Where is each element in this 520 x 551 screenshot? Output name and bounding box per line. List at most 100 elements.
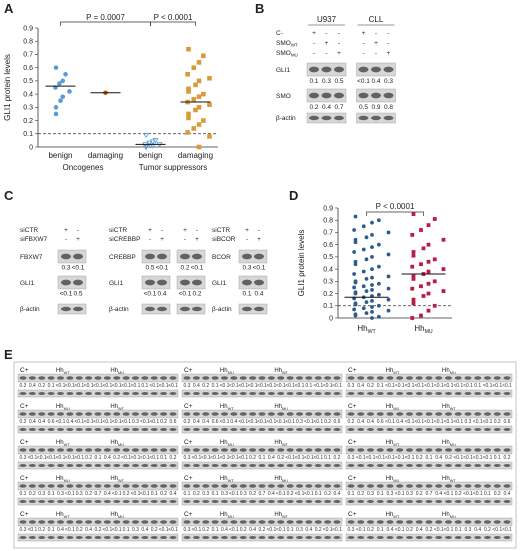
blot-band: [277, 392, 285, 395]
data-point: [146, 140, 153, 147]
row-label: SMOWT: [276, 40, 298, 48]
band-value: 0.1: [20, 491, 27, 497]
blot-band: [183, 376, 191, 380]
blot-band: [286, 428, 294, 431]
blot-band: [169, 484, 177, 488]
blot-band: [47, 412, 55, 416]
blot-band: [132, 392, 139, 395]
blot-band: [415, 464, 423, 467]
band-value: 0.1: [259, 455, 266, 461]
data-point: [196, 105, 202, 110]
blot-band: [376, 392, 384, 395]
blot-strip: [176, 303, 206, 315]
blot-band: [47, 428, 55, 431]
row-mark: -: [362, 50, 364, 57]
band-value: 0.2: [20, 419, 27, 425]
band-value: 0.5: [359, 104, 368, 111]
data-point: [207, 134, 212, 139]
panel-letter-b: B: [255, 1, 264, 16]
band-value: <0.1: [276, 419, 286, 425]
blot-band: [19, 484, 27, 488]
group-label: HhWT: [386, 368, 400, 375]
blot-band: [396, 428, 404, 431]
blot-band: [192, 306, 202, 312]
blot-band: [85, 448, 93, 452]
band-value: <0.1: [112, 383, 122, 389]
blot-band: [415, 428, 423, 431]
data-point: [57, 81, 62, 86]
blot-band: [314, 536, 322, 539]
blot-band: [334, 92, 344, 99]
blot-band: [132, 536, 139, 539]
blot-band: [305, 536, 313, 539]
blot-band: [493, 520, 501, 524]
band-label: GLI1: [276, 67, 290, 74]
row-mark: -: [313, 40, 315, 47]
blot-band: [66, 500, 74, 503]
blot-band: [122, 448, 130, 452]
x-category-label: damaging: [88, 151, 123, 160]
blot-band: [425, 412, 433, 416]
row-mark: +: [148, 227, 152, 234]
blot-band: [267, 484, 275, 488]
row-mark: +: [387, 50, 391, 57]
band-value: 0.2: [38, 527, 45, 533]
band-value: 0.1: [212, 383, 219, 389]
data-point: [60, 78, 66, 84]
band-value: 0.4: [38, 419, 45, 425]
blot-band: [464, 428, 472, 431]
blot-band: [28, 464, 36, 467]
blot-band: [94, 536, 102, 539]
blot-band: [75, 520, 83, 524]
row-label: siCTR: [20, 227, 38, 234]
band-value: <0.1: [37, 455, 47, 461]
group-label: HhMU: [56, 476, 70, 483]
band-value: <0.1: [27, 455, 37, 461]
blot-band: [296, 520, 303, 524]
row-mark: -: [387, 40, 389, 47]
data-point: [370, 245, 374, 250]
blot-band: [314, 428, 322, 431]
blot-band: [484, 484, 491, 488]
data-point: [376, 303, 381, 308]
blot-band: [493, 448, 501, 452]
band-value: 0.1: [212, 491, 219, 497]
blot-band: [474, 484, 482, 488]
blot-band: [503, 520, 511, 524]
blot-band: [277, 464, 285, 467]
band-value: 0.4: [334, 491, 341, 497]
group-label: CLL: [369, 15, 384, 24]
band-value: 0.1: [377, 491, 384, 497]
blot-band: [103, 536, 111, 539]
blot-band: [333, 376, 341, 380]
data-point: [364, 276, 369, 281]
blot-strip: [176, 249, 206, 264]
blot-band: [28, 392, 36, 395]
band-value: <0.1: [248, 383, 258, 389]
blot-band: [75, 392, 83, 395]
blot-band: [202, 484, 210, 488]
positive-control-label: C+: [184, 475, 193, 482]
blot-band: [493, 428, 501, 431]
band-value: <0.1: [144, 291, 157, 298]
band-value: 0.7: [334, 104, 343, 111]
blot-band: [357, 428, 365, 431]
row-mark: +: [374, 40, 378, 47]
blot-band: [367, 448, 374, 452]
blot-band: [396, 520, 404, 524]
blot-band: [38, 376, 46, 380]
blot-band: [202, 412, 210, 416]
data-point: [364, 300, 369, 305]
band-label: GLI1: [212, 280, 226, 287]
blot-band: [75, 536, 83, 539]
blot-band: [503, 484, 511, 488]
blot-band: [474, 376, 482, 380]
blot-band: [333, 464, 341, 467]
data-point: [186, 115, 191, 121]
band-value: <0.1: [285, 419, 295, 425]
blot-band: [286, 536, 294, 539]
band-value: 0.2: [367, 527, 374, 533]
data-point: [370, 287, 374, 292]
group-label: HhMU: [386, 476, 400, 483]
